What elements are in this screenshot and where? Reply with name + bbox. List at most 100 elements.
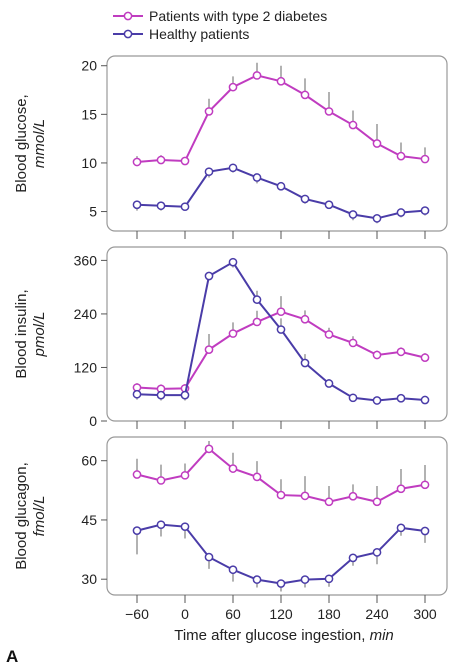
- data-point: [180, 470, 190, 480]
- data-point: [324, 107, 334, 116]
- y-axis-unit: mmol/L: [31, 119, 48, 168]
- y-axis-unit: pmol/L: [31, 311, 48, 357]
- data-point: [252, 173, 262, 182]
- panel-2: 0 120 240 360 Blood insulin,pmol/L: [13, 246, 448, 429]
- panel-1: 5 10 15 20 Blood glucose,mmol/L: [13, 55, 448, 239]
- data-point: [276, 490, 286, 500]
- y-axis-unit: fmol/L: [31, 496, 48, 537]
- data-point: [276, 181, 286, 191]
- x-axis-label: Time after glucose ingestion, min: [174, 627, 394, 644]
- legend: Patients with type 2 diabetes Healthy pa…: [113, 8, 327, 42]
- y-tick-label: 0: [89, 413, 97, 429]
- data-point: [156, 476, 166, 485]
- data-point: [372, 547, 382, 557]
- data-point: [372, 350, 382, 360]
- y-axis-label-text: Blood glucagon,: [13, 462, 30, 570]
- data-point: [324, 330, 334, 339]
- legend-healthy-label: Healthy patients: [149, 26, 249, 42]
- series-diabetic: [132, 296, 430, 394]
- y-tick-label: 360: [74, 252, 98, 268]
- data-point: [252, 472, 262, 482]
- panel-letter: A: [6, 647, 18, 666]
- x-axis-label-text: Time after glucose ingestion,: [174, 627, 365, 644]
- data-point: [324, 200, 334, 210]
- y-tick-label: 30: [81, 571, 97, 587]
- data-point: [396, 523, 406, 533]
- data-point: [420, 206, 430, 215]
- data-point: [252, 71, 262, 80]
- data-point: [228, 82, 238, 92]
- data-point: [300, 314, 310, 324]
- data-point: [300, 194, 310, 204]
- x-tick-label: 240: [365, 606, 389, 622]
- y-tick-label: 5: [89, 204, 97, 220]
- data-point: [204, 271, 214, 281]
- data-point: [252, 317, 262, 327]
- data-point: [156, 155, 166, 165]
- x-tick-label: 300: [413, 606, 437, 622]
- data-point: [420, 480, 430, 490]
- x-tick-label: −60: [125, 606, 149, 622]
- y-tick-label: 20: [81, 58, 97, 74]
- data-point: [228, 163, 238, 173]
- data-point: [348, 338, 358, 348]
- data-point: [372, 214, 382, 223]
- data-point: [132, 470, 142, 479]
- x-tick-label: 60: [225, 606, 241, 622]
- legend-healthy-marker: [123, 29, 133, 39]
- data-point: [372, 396, 382, 405]
- data-point: [204, 167, 214, 177]
- data-point: [396, 484, 406, 494]
- x-tick-label: 180: [317, 606, 341, 622]
- data-point: [276, 76, 286, 86]
- data-point: [396, 393, 406, 403]
- data-point: [420, 526, 430, 536]
- legend-diabetic-label: Patients with type 2 diabetes: [149, 8, 327, 24]
- data-point: [180, 390, 190, 400]
- data-point: [348, 393, 358, 403]
- data-point: [252, 295, 262, 304]
- data-point: [396, 208, 406, 217]
- data-point: [180, 156, 190, 166]
- data-point: [348, 553, 358, 563]
- series-healthy: [132, 257, 430, 405]
- data-point: [348, 491, 358, 501]
- data-point: [372, 139, 382, 148]
- data-point: [156, 390, 166, 400]
- data-point: [324, 574, 334, 584]
- series-diabetic: [132, 440, 430, 507]
- series-healthy: [132, 520, 430, 592]
- panel-frame: [106, 436, 448, 596]
- y-axis-label: Blood glucagon,fmol/L: [13, 462, 48, 570]
- data-point: [228, 464, 238, 473]
- data-point: [132, 389, 142, 399]
- y-axis-label-text: Blood glucose,: [13, 94, 30, 192]
- data-point: [132, 200, 142, 210]
- data-point: [204, 107, 214, 116]
- data-point: [276, 325, 286, 334]
- data-point: [372, 497, 382, 507]
- y-axis-label: Blood glucose,mmol/L: [13, 94, 48, 192]
- data-point: [228, 565, 238, 575]
- data-point: [300, 575, 310, 584]
- panel-3: 30 45 60 −60 0 60 120 180 240 300 Blood glucagon,f…: [13, 436, 448, 622]
- data-point: [348, 120, 358, 130]
- data-point: [420, 353, 430, 362]
- y-axis-label-text: Blood insulin,: [13, 289, 30, 378]
- data-point: [300, 90, 310, 100]
- data-point: [132, 526, 142, 535]
- y-tick-label: 240: [74, 306, 98, 322]
- data-point: [300, 358, 310, 368]
- data-point: [204, 552, 214, 562]
- data-point: [132, 157, 142, 167]
- data-point: [348, 210, 358, 219]
- y-tick-label: 15: [81, 106, 97, 122]
- data-point: [180, 522, 190, 532]
- data-point: [276, 579, 286, 588]
- series-healthy: [132, 163, 430, 224]
- x-tick-label: 120: [269, 606, 293, 622]
- data-point: [180, 202, 190, 212]
- data-point: [396, 151, 406, 161]
- y-tick-label: 10: [81, 155, 97, 171]
